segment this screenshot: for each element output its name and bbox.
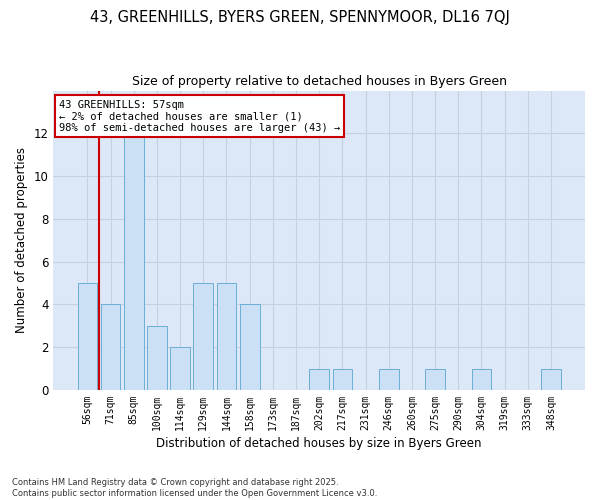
Bar	[425, 368, 445, 390]
Bar	[541, 368, 561, 390]
Bar	[77, 283, 97, 390]
Text: 43, GREENHILLS, BYERS GREEN, SPENNYMOOR, DL16 7QJ: 43, GREENHILLS, BYERS GREEN, SPENNYMOOR,…	[90, 10, 510, 25]
Bar	[147, 326, 167, 390]
Bar	[170, 347, 190, 390]
Bar	[193, 283, 213, 390]
Bar	[124, 134, 143, 390]
Bar	[240, 304, 260, 390]
Text: Contains HM Land Registry data © Crown copyright and database right 2025.
Contai: Contains HM Land Registry data © Crown c…	[12, 478, 377, 498]
Bar	[310, 368, 329, 390]
Bar	[379, 368, 398, 390]
Y-axis label: Number of detached properties: Number of detached properties	[15, 147, 28, 333]
Bar	[217, 283, 236, 390]
Bar	[472, 368, 491, 390]
Text: 43 GREENHILLS: 57sqm
← 2% of detached houses are smaller (1)
98% of semi-detache: 43 GREENHILLS: 57sqm ← 2% of detached ho…	[59, 100, 340, 132]
Title: Size of property relative to detached houses in Byers Green: Size of property relative to detached ho…	[132, 75, 507, 88]
X-axis label: Distribution of detached houses by size in Byers Green: Distribution of detached houses by size …	[157, 437, 482, 450]
Bar	[101, 304, 121, 390]
Bar	[332, 368, 352, 390]
